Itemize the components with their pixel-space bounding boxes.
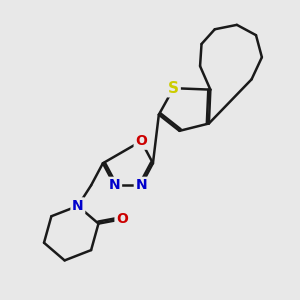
Text: N: N [109, 178, 121, 192]
Text: O: O [135, 134, 147, 148]
Text: S: S [168, 81, 179, 96]
Text: N: N [135, 178, 147, 192]
Text: N: N [72, 199, 84, 213]
Text: O: O [116, 212, 128, 226]
